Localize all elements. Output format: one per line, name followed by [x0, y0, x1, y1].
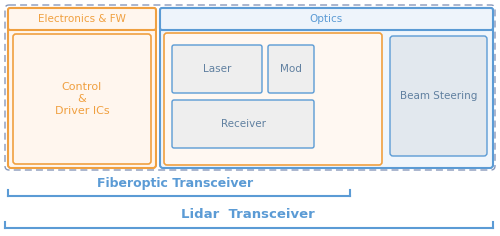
FancyBboxPatch shape [8, 8, 156, 168]
FancyBboxPatch shape [160, 8, 493, 30]
FancyBboxPatch shape [390, 36, 487, 156]
Text: Laser: Laser [203, 64, 231, 74]
Text: Optics: Optics [310, 14, 343, 24]
Text: Electronics & FW: Electronics & FW [38, 14, 126, 24]
FancyBboxPatch shape [8, 8, 156, 30]
Text: Fiberoptic Transceiver: Fiberoptic Transceiver [97, 177, 253, 190]
FancyBboxPatch shape [160, 8, 493, 168]
FancyBboxPatch shape [5, 5, 495, 170]
Text: Receiver: Receiver [220, 119, 266, 129]
FancyBboxPatch shape [164, 33, 382, 165]
FancyBboxPatch shape [172, 100, 314, 148]
Text: Mod: Mod [280, 64, 302, 74]
Text: Beam Steering: Beam Steering [400, 91, 477, 101]
FancyBboxPatch shape [13, 34, 151, 164]
FancyBboxPatch shape [268, 45, 314, 93]
Text: Lidar  Transceiver: Lidar Transceiver [181, 208, 315, 222]
FancyBboxPatch shape [172, 45, 262, 93]
Text: Control
&
Driver ICs: Control & Driver ICs [54, 82, 110, 116]
